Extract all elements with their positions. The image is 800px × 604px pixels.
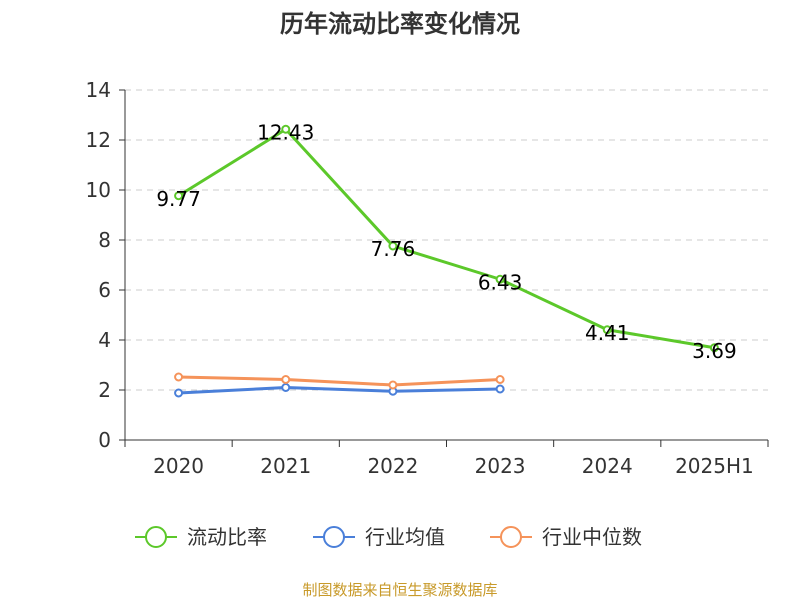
data-point [709,343,719,353]
series [174,124,719,398]
data-point [174,388,184,398]
y-tick-label: 10 [86,178,111,202]
x-tick-label: 2025H1 [675,454,754,478]
legend-marker [500,526,522,548]
data-point [495,384,505,394]
axes: 0 2 4 6 8 10 12 14 2020 2021 2022 2023 2024 2025H1 [86,78,769,478]
x-tick-label: 2020 [153,454,204,478]
legend[interactable]: 流动比率 行业均值 行业中位数 [135,525,642,549]
data-point [281,124,291,134]
x-tick-label: 2023 [475,454,526,478]
data-point [281,375,291,384]
legend-label: 行业中位数 [542,525,642,549]
grid [125,89,768,391]
data-point [174,372,184,382]
data-label: 6.43 [478,270,523,294]
legend-marker [145,526,167,548]
data-label: 7.76 [371,237,416,261]
data-label: 9.77 [156,187,201,211]
legend-item-1[interactable]: 行业均值 [313,525,445,549]
legend-item-0[interactable]: 流动比率 [135,525,267,549]
x-tick-label: 2021 [260,454,311,478]
legend-label: 行业均值 [365,525,445,549]
y-tick-label: 6 [98,278,111,302]
y-tick-label: 4 [98,328,111,352]
series-line-0 [177,127,715,350]
legend-label: 流动比率 [187,525,267,549]
data-point [388,380,398,390]
data-label: 3.69 [692,339,737,363]
y-tick-label: 0 [98,428,111,452]
series-line-2 [178,375,501,387]
chart-title: 历年流动比率变化情况 [280,10,520,38]
data-point [174,191,184,201]
data-point [388,241,398,251]
data-point [495,274,505,284]
series-line-1 [178,386,501,395]
legend-item-2[interactable]: 行业中位数 [490,525,642,549]
legend-marker [323,526,345,548]
data-label: 12.43 [257,120,314,144]
y-tick-label: 8 [98,228,111,252]
y-tick-label: 12 [86,128,111,152]
y-tick-label: 14 [86,78,111,102]
data-point [281,383,291,392]
data-label: 4.41 [585,321,630,345]
x-tick-label: 2024 [582,454,633,478]
data-point [495,375,505,384]
x-tick-label: 2022 [367,454,418,478]
data-labels: 9.77 12.43 7.76 6.43 4.41 3.69 [156,120,736,363]
y-tick-label: 2 [98,378,111,402]
source-note: 制图数据来自恒生聚源数据库 [302,581,497,599]
data-point [602,325,612,335]
